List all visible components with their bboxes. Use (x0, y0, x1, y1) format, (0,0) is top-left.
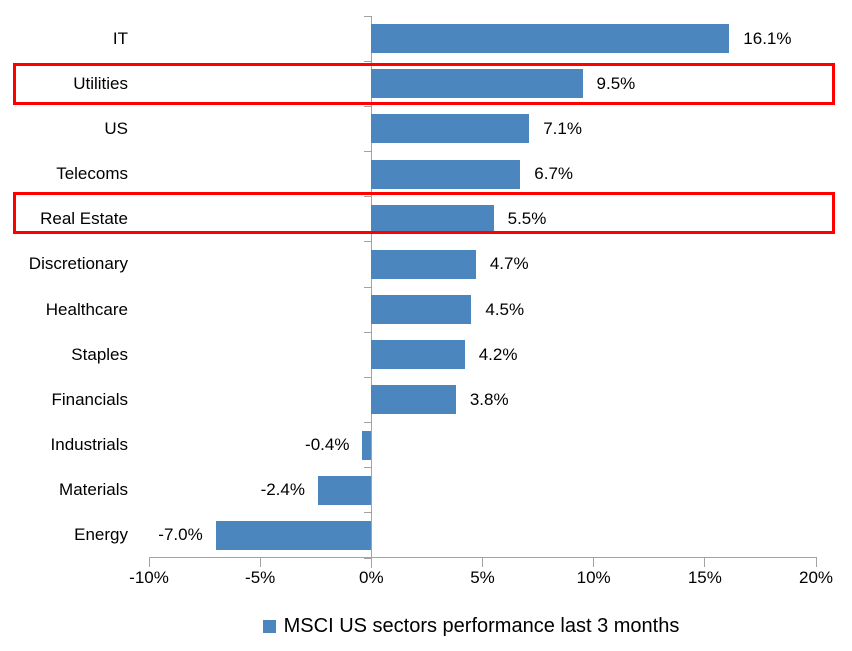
category-axis-tick (364, 15, 372, 17)
bar (371, 114, 530, 144)
category-axis-tick (364, 331, 372, 333)
x-axis-tick (815, 557, 817, 567)
value-label: 16.1% (743, 28, 792, 48)
highlight-box (13, 192, 835, 235)
x-tick-label: 10% (576, 568, 611, 587)
category-axis-tick (364, 422, 372, 423)
category-axis-tick (364, 196, 372, 198)
x-tick-label: -5% (245, 568, 276, 587)
x-tick-label: 20% (798, 568, 834, 587)
x-axis-tick (370, 557, 372, 567)
x-tick-label: 15% (687, 568, 722, 587)
bar (371, 24, 730, 54)
value-label: 6.7% (534, 164, 574, 184)
bar (371, 159, 521, 189)
category-axis-tick (364, 60, 372, 62)
x-tick-label: -10% (129, 568, 169, 587)
x-axis-tick (482, 557, 483, 567)
value-label: 4.2% (478, 344, 518, 364)
value-label: -2.4% (260, 480, 305, 500)
category-axis-tick (364, 557, 372, 559)
category-axis-tick (364, 105, 372, 107)
x-axis-tick (593, 557, 595, 567)
category-axis-tick (364, 512, 372, 514)
x-tick-label: 0% (359, 568, 384, 587)
category-label: Telecoms (56, 164, 128, 184)
value-label: -7.0% (158, 525, 203, 545)
category-label: IT (112, 28, 128, 48)
highlight-box (13, 62, 835, 105)
category-axis-tick (364, 286, 372, 288)
bar (371, 249, 476, 279)
x-axis-tick (259, 557, 261, 567)
value-label: -0.4% (305, 435, 350, 455)
y-axis-line (370, 16, 372, 568)
bar (371, 295, 472, 325)
bar (371, 204, 494, 234)
bar (215, 520, 372, 550)
category-label: Energy (74, 525, 128, 545)
category-label: Real Estate (40, 209, 128, 229)
category-axis-tick (364, 376, 372, 378)
category-label: Financials (51, 389, 128, 409)
category-label: Discretionary (28, 254, 128, 274)
x-axis-tick (704, 557, 706, 567)
category-axis-tick (364, 467, 372, 469)
category-axis-tick (364, 241, 372, 243)
bar (317, 475, 372, 505)
value-label: 5.5% (507, 209, 547, 229)
value-label: 4.7% (489, 254, 529, 274)
chart-legend: MSCI US sectors performance last 3 month… (90, 608, 852, 644)
bar (371, 340, 465, 370)
category-label: Staples (71, 344, 128, 364)
x-axis-tick (148, 557, 150, 567)
value-label: 7.1% (543, 118, 582, 138)
category-label: Utilities (73, 73, 128, 93)
category-label: US (104, 118, 128, 138)
legend-label: MSCI US sectors performance last 3 month… (283, 614, 680, 637)
value-label: 4.5% (485, 299, 525, 319)
bar (371, 69, 583, 99)
value-label: 3.8% (469, 389, 509, 409)
value-label: 9.5% (596, 73, 636, 93)
legend-marker-icon (262, 619, 276, 633)
category-label: Industrials (50, 435, 128, 455)
bar (362, 430, 372, 460)
category-axis-tick (364, 151, 372, 152)
x-tick-label: 5% (470, 568, 495, 587)
category-label: Materials (59, 480, 128, 500)
bar (371, 385, 456, 415)
category-label: Healthcare (45, 299, 128, 319)
